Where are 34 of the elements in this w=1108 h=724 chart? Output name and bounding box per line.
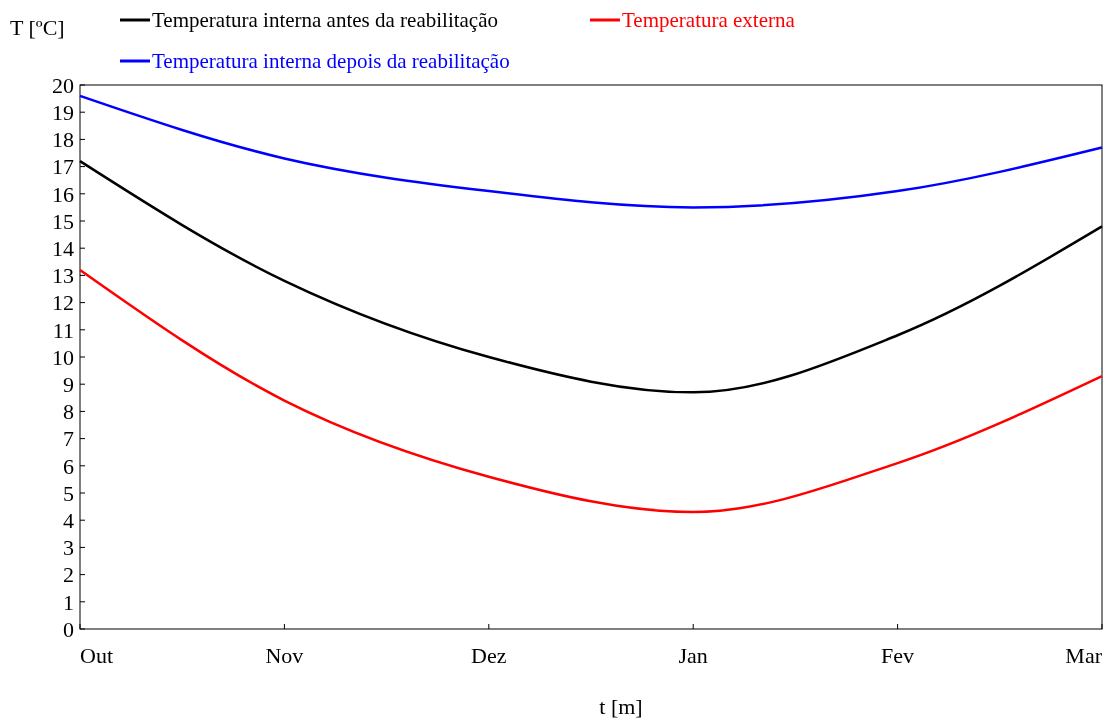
- y-axis-title: T [ºC]: [10, 15, 65, 40]
- y-tick-label: 16: [52, 181, 74, 207]
- y-tick-label: 12: [52, 290, 74, 316]
- y-tick-label: 11: [52, 317, 74, 343]
- x-axis-title: t [m]: [599, 694, 643, 719]
- x-tick-label: Dez: [471, 643, 507, 668]
- y-tick-label: 14: [52, 235, 74, 261]
- y-tick-label: 9: [63, 371, 74, 397]
- x-tick-label: Nov: [265, 643, 304, 668]
- line-series: [78, 94, 1104, 209]
- y-tick-label: 13: [52, 263, 74, 289]
- y-tick-label: 10: [52, 344, 74, 370]
- legend-label: Temperatura externa: [622, 8, 796, 33]
- legend-label: Temperatura interna antes da reabilitação: [152, 8, 499, 33]
- y-tick-label: 1: [63, 589, 74, 615]
- x-tick-label: Jan: [678, 643, 708, 668]
- y-tick-label: 8: [63, 399, 74, 425]
- line-series: [78, 268, 1104, 514]
- y-tick-label: 19: [52, 99, 74, 125]
- y-tick-label: 5: [63, 480, 74, 506]
- y-tick-label: 3: [63, 535, 74, 561]
- y-tick-label: 2: [63, 562, 74, 588]
- y-tick-label: 4: [63, 507, 74, 533]
- x-tick-label: Out: [80, 643, 113, 668]
- x-tick-label: Fev: [881, 643, 915, 668]
- y-tick-label: 7: [63, 426, 74, 452]
- y-tick-label: 17: [52, 154, 74, 180]
- y-tick-label: 6: [63, 453, 74, 479]
- legend-label: Temperatura interna depois da reabilitação: [152, 49, 510, 74]
- y-tick-label: 18: [52, 127, 74, 153]
- y-tick-label: 15: [52, 208, 74, 234]
- y-tick-label: 0: [63, 616, 74, 642]
- x-tick-label: Mar: [1065, 643, 1103, 668]
- y-tick-label: 20: [52, 72, 74, 98]
